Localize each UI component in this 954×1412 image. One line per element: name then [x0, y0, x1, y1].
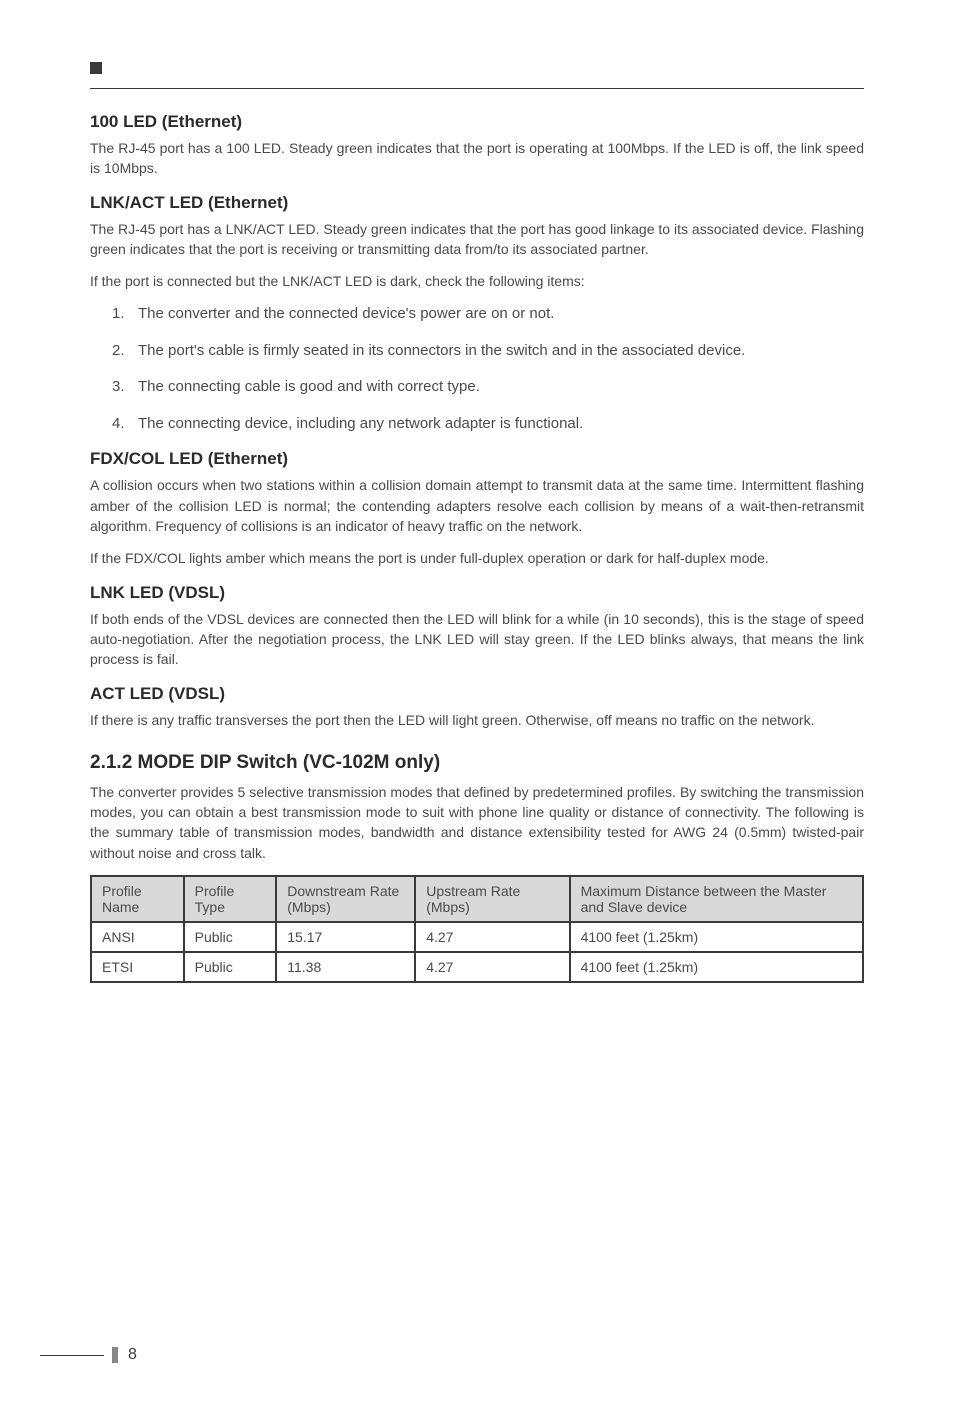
heading-fdx-col-led: FDX/COL LED (Ethernet) [90, 449, 864, 469]
paragraph: The RJ-45 port has a LNK/ACT LED. Steady… [90, 219, 864, 260]
heading-lnk-led-vdsl: LNK LED (VDSL) [90, 583, 864, 603]
list-item: The connecting cable is good and with co… [90, 376, 864, 399]
cell-profile-type: Public [184, 922, 277, 952]
col-header-profile-type: Profile Type [184, 876, 277, 922]
paragraph: The RJ-45 port has a 100 LED. Steady gre… [90, 138, 864, 179]
cell-profile-name: ETSI [91, 952, 184, 982]
cell-downstream: 15.17 [276, 922, 415, 952]
paragraph: If there is any traffic transverses the … [90, 710, 864, 730]
table-header-row: Profile Name Profile Type Downstream Rat… [91, 876, 863, 922]
cell-profile-type: Public [184, 952, 277, 982]
col-header-downstream: Downstream Rate (Mbps) [276, 876, 415, 922]
horizontal-rule [90, 88, 864, 89]
col-header-profile-name: Profile Name [91, 876, 184, 922]
cell-profile-name: ANSI [91, 922, 184, 952]
col-header-max-distance: Maximum Distance between the Master and … [570, 876, 863, 922]
table-row: ETSI Public 11.38 4.27 4100 feet (1.25km… [91, 952, 863, 982]
cell-max-distance: 4100 feet (1.25km) [570, 952, 863, 982]
paragraph: If the FDX/COL lights amber which means … [90, 548, 864, 568]
paragraph: A collision occurs when two stations wit… [90, 475, 864, 536]
cell-upstream: 4.27 [415, 922, 569, 952]
heading-mode-dip-switch: 2.1.2 MODE DIP Switch (VC-102M only) [90, 752, 864, 774]
transmission-modes-table: Profile Name Profile Type Downstream Rat… [90, 875, 864, 983]
numbered-list: The converter and the connected device's… [90, 303, 864, 435]
heading-lnk-act-led: LNK/ACT LED (Ethernet) [90, 193, 864, 213]
cell-upstream: 4.27 [415, 952, 569, 982]
heading-act-led-vdsl: ACT LED (VDSL) [90, 684, 864, 704]
paragraph: The converter provides 5 selective trans… [90, 782, 864, 863]
page-number: 8 [128, 1346, 137, 1364]
cell-max-distance: 4100 feet (1.25km) [570, 922, 863, 952]
cell-downstream: 11.38 [276, 952, 415, 982]
col-header-upstream: Upstream Rate (Mbps) [415, 876, 569, 922]
list-item: The port's cable is firmly seated in its… [90, 340, 864, 363]
footer-rule [40, 1355, 104, 1356]
list-item: The connecting device, including any net… [90, 413, 864, 436]
page-content: 100 LED (Ethernet) The RJ-45 port has a … [90, 112, 864, 983]
page-footer: 8 [40, 1346, 137, 1364]
heading-100-led: 100 LED (Ethernet) [90, 112, 864, 132]
paragraph: If the port is connected but the LNK/ACT… [90, 271, 864, 291]
corner-marker [90, 62, 102, 74]
list-item: The converter and the connected device's… [90, 303, 864, 326]
footer-tick-icon [112, 1347, 118, 1363]
table-row: ANSI Public 15.17 4.27 4100 feet (1.25km… [91, 922, 863, 952]
paragraph: If both ends of the VDSL devices are con… [90, 609, 864, 670]
